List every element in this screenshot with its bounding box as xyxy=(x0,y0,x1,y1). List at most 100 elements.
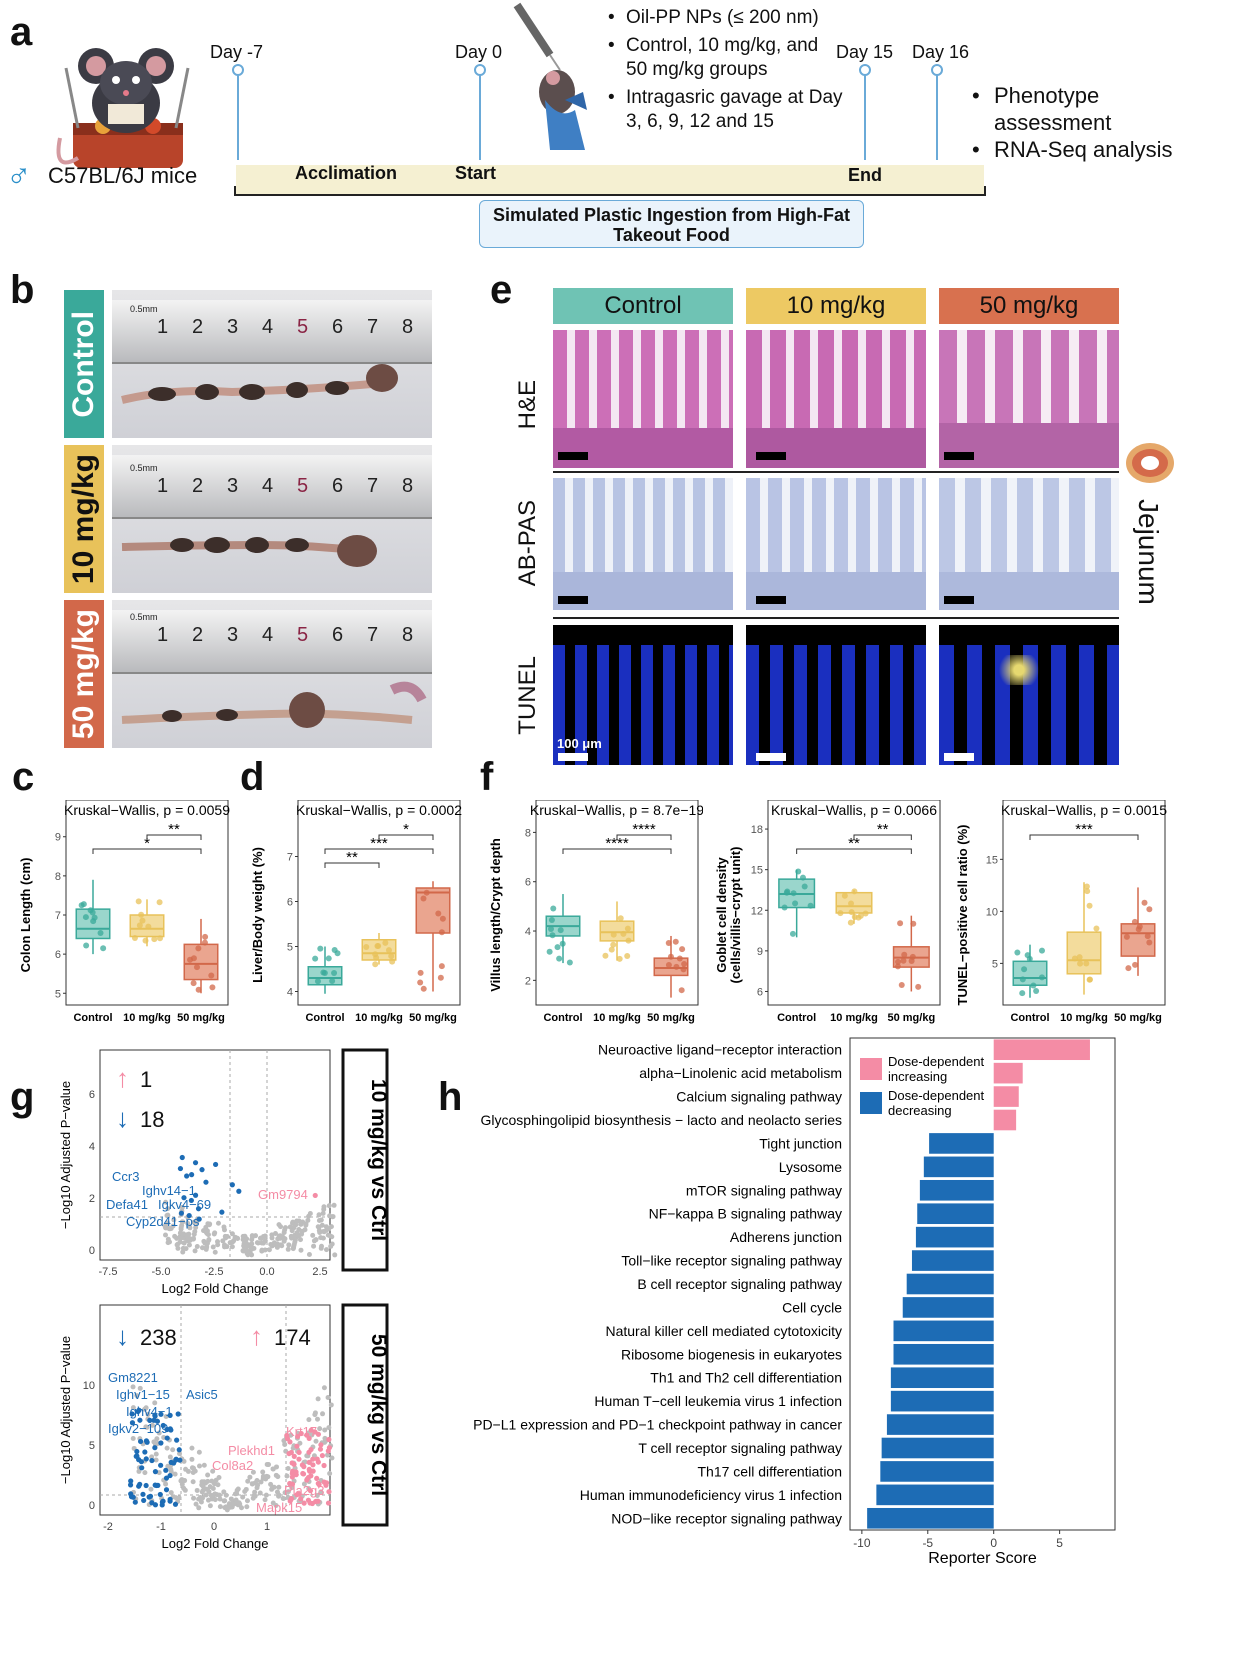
data-point xyxy=(278,1224,284,1230)
scale-bar xyxy=(944,753,974,761)
histology-tunel-10mg xyxy=(746,625,926,765)
histology-abpas-50mg xyxy=(939,478,1119,610)
data-point xyxy=(373,954,380,961)
data-point xyxy=(194,1244,200,1250)
data-point xyxy=(1038,974,1045,981)
data-point xyxy=(382,939,389,946)
data-point xyxy=(180,1219,186,1225)
y-tick-label: 9 xyxy=(757,946,763,958)
data-point xyxy=(144,1424,150,1430)
data-point-up xyxy=(318,1442,324,1448)
data-point-down xyxy=(212,1161,219,1168)
y-axis-label: TUNEL−positive cell ratio (%) xyxy=(955,825,970,1006)
plot-frame xyxy=(65,800,229,1006)
data-point-down xyxy=(136,1407,142,1413)
reporter-score-bar xyxy=(993,1062,1023,1084)
data-point-down xyxy=(192,1160,199,1166)
data-point xyxy=(234,1487,240,1493)
data-point xyxy=(199,1479,205,1485)
histology-he-control xyxy=(553,330,733,468)
data-point xyxy=(439,915,446,922)
x-tick-label: 10 mg/kg xyxy=(123,1012,171,1024)
x-tick-label: 50 mg/kg xyxy=(647,1012,695,1024)
data-point xyxy=(285,1246,291,1252)
data-point xyxy=(285,1465,291,1471)
data-point xyxy=(145,1411,151,1417)
y-axis-label: Liver/Body weight (%) xyxy=(250,847,265,983)
data-point xyxy=(190,980,197,987)
y-tick-label: 4 xyxy=(89,1141,95,1153)
data-point-down xyxy=(127,1482,134,1488)
timeline-axis xyxy=(234,194,986,196)
data-point xyxy=(437,974,444,981)
data-point xyxy=(681,961,688,968)
data-point xyxy=(175,1245,181,1251)
x-tick-label: Control xyxy=(543,1012,582,1024)
comparison-title: 50 mg/kg vs Ctrl xyxy=(367,1334,390,1496)
data-point-down xyxy=(158,1440,164,1446)
group-label-control: Control xyxy=(64,290,104,438)
data-point xyxy=(319,1222,325,1228)
data-point-down xyxy=(142,1449,148,1455)
group-header-50mg: 50 mg/kg xyxy=(939,288,1119,324)
data-point xyxy=(1071,955,1078,962)
data-point xyxy=(153,1451,159,1457)
significance-label: **** xyxy=(605,835,629,852)
data-point xyxy=(190,1465,196,1471)
data-point-down xyxy=(153,1482,160,1489)
data-point xyxy=(326,1203,332,1209)
data-point-up xyxy=(305,1497,312,1503)
data-point xyxy=(224,1234,230,1240)
gene-label-up: Col8a2 xyxy=(212,1458,253,1473)
data-point xyxy=(272,1230,278,1236)
data-point xyxy=(260,1240,266,1246)
data-point xyxy=(291,1245,297,1251)
day-label: Day 0 xyxy=(455,42,503,62)
data-point-down xyxy=(137,1481,143,1487)
data-point-up xyxy=(312,1498,319,1505)
data-point xyxy=(239,1505,245,1511)
significance-bracket xyxy=(562,848,672,854)
data-point-down xyxy=(167,1498,173,1504)
plot-frame xyxy=(1002,800,1166,1006)
data-point xyxy=(389,958,396,965)
data-point-down xyxy=(132,1499,138,1505)
data-point xyxy=(244,1498,250,1504)
data-point-down xyxy=(176,1447,182,1453)
data-point-down xyxy=(236,1188,242,1194)
data-point xyxy=(602,952,609,959)
data-point xyxy=(676,955,683,962)
data-point xyxy=(262,1233,268,1239)
data-point xyxy=(321,1206,327,1212)
data-point xyxy=(331,946,338,953)
data-point xyxy=(207,1221,213,1227)
data-point xyxy=(327,1470,333,1476)
data-point xyxy=(168,1226,174,1232)
data-point xyxy=(180,1234,186,1240)
data-point xyxy=(1125,965,1132,972)
day-markers xyxy=(232,64,943,160)
data-point xyxy=(420,895,427,902)
box-body xyxy=(1012,960,1048,986)
data-point xyxy=(89,909,96,916)
pathway-label: Calcium signaling pathway xyxy=(676,1089,842,1105)
data-point-up xyxy=(305,1474,312,1481)
data-point xyxy=(901,951,908,958)
y-tick-label: 10 xyxy=(986,906,998,918)
x-tick-label: 5 xyxy=(1056,1536,1063,1550)
data-point xyxy=(559,940,566,947)
data-point xyxy=(894,963,901,970)
data-point-down xyxy=(203,1179,209,1185)
pathway-label: mTOR signaling pathway xyxy=(686,1182,842,1198)
data-point xyxy=(201,939,208,946)
data-point xyxy=(135,898,142,905)
data-point-down xyxy=(173,1457,179,1463)
data-point xyxy=(617,915,624,922)
data-point xyxy=(165,1206,171,1212)
x-tick-label: -1 xyxy=(156,1521,166,1533)
data-point xyxy=(191,1231,197,1237)
reporter-score-barchart: Neuroactive ligand−receptor interaction a… xyxy=(473,1037,1116,1567)
data-point xyxy=(790,890,797,897)
data-point xyxy=(202,933,209,940)
data-point xyxy=(311,1243,317,1249)
